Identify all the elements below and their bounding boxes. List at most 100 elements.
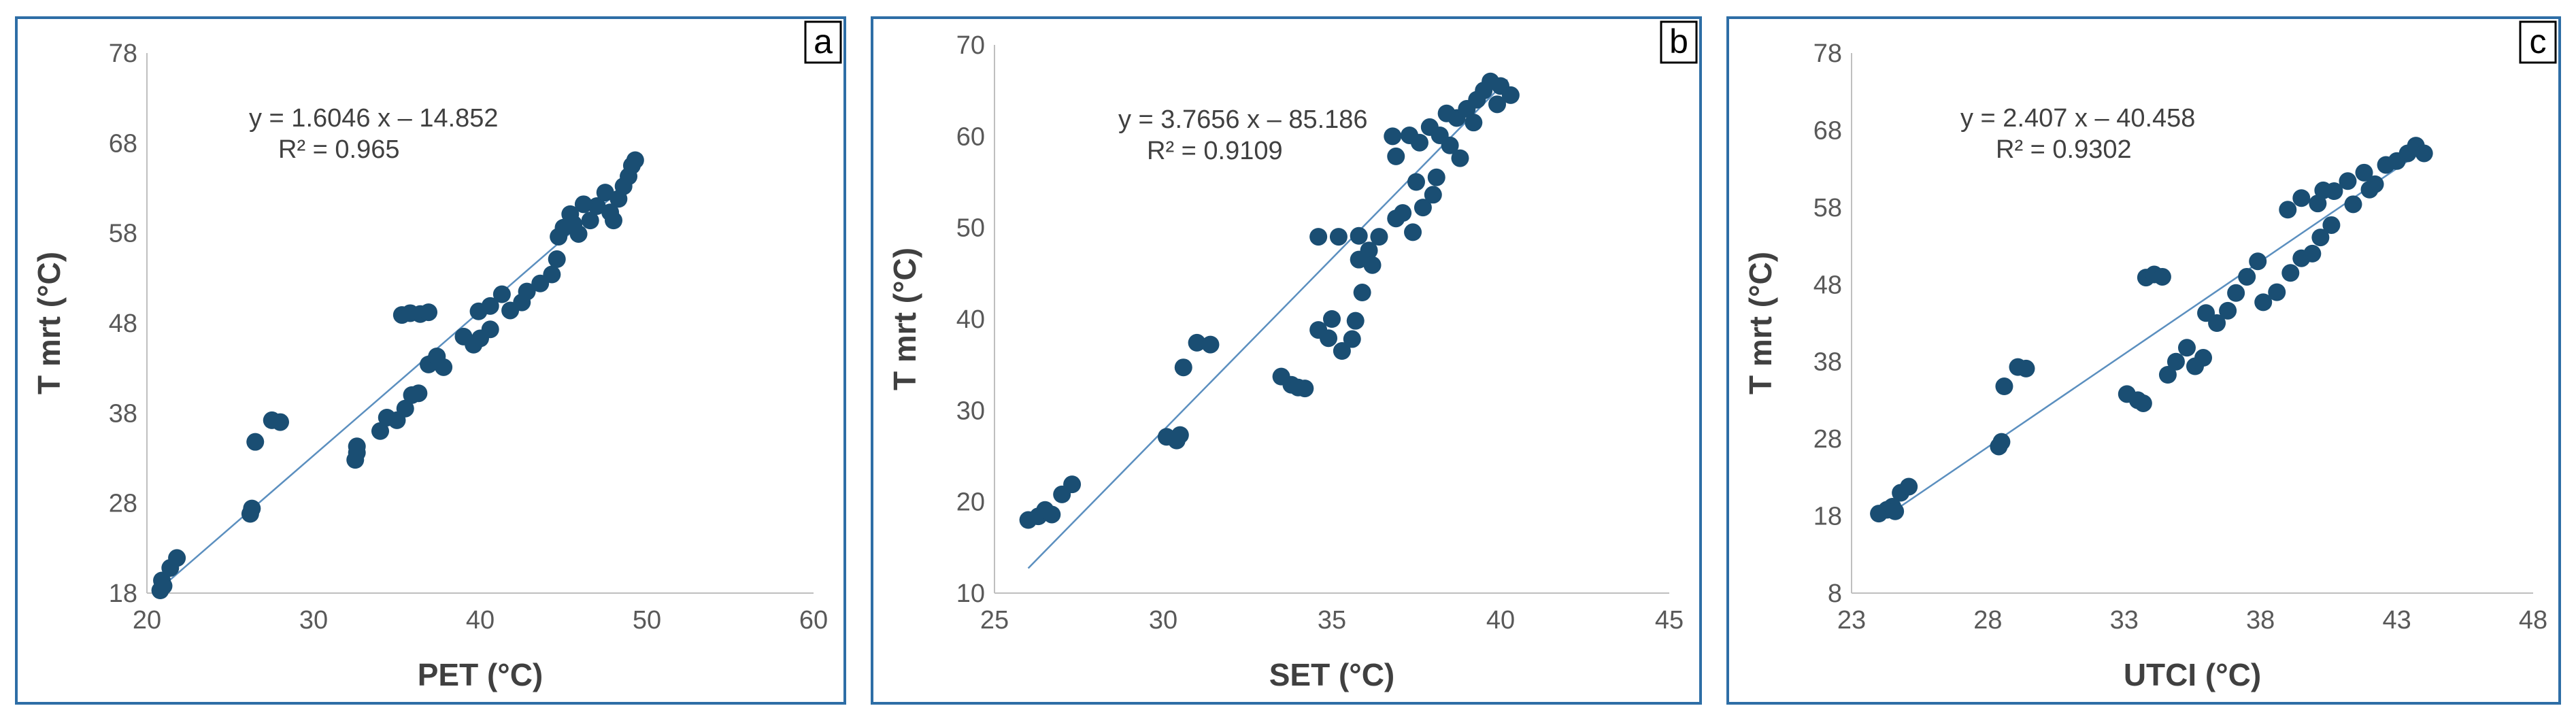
x-tick-label: 45 bbox=[1655, 606, 1684, 635]
data-point bbox=[492, 285, 511, 303]
data-point bbox=[2314, 181, 2332, 199]
data-point bbox=[2322, 216, 2341, 234]
y-tick-label: 10 bbox=[956, 579, 985, 608]
x-tick-label: 28 bbox=[1973, 606, 2002, 635]
x-tick-label: 60 bbox=[799, 606, 828, 635]
r-squared-label: R² = 0.9109 bbox=[1147, 137, 1283, 165]
x-tick-label: 20 bbox=[133, 606, 161, 635]
data-point bbox=[1329, 228, 1348, 246]
data-point bbox=[2311, 229, 2330, 247]
chart-b: 25 30 35 40 45 10 20 30 40 50 60 70 y = 3.7656 x – 8… bbox=[887, 20, 1698, 692]
data-point bbox=[420, 303, 438, 322]
data-point bbox=[2134, 394, 2152, 412]
data-point bbox=[153, 571, 171, 590]
y-tick-label: 8 bbox=[1828, 579, 1842, 608]
data-point bbox=[1488, 95, 1507, 114]
data-point bbox=[1201, 335, 1220, 354]
data-point bbox=[2167, 352, 2185, 371]
data-point bbox=[2227, 284, 2245, 302]
data-point bbox=[1063, 475, 1082, 494]
data-point bbox=[1320, 329, 1338, 348]
trendline bbox=[1878, 149, 2425, 522]
data-point bbox=[481, 320, 499, 339]
y-tick-label: 40 bbox=[956, 305, 985, 334]
y-tick-label: 28 bbox=[109, 490, 137, 518]
y-tick-label: 68 bbox=[109, 129, 137, 158]
data-point bbox=[2153, 267, 2171, 286]
data-point bbox=[2360, 180, 2379, 199]
data-point bbox=[1424, 186, 1442, 204]
data-point bbox=[1188, 333, 1206, 352]
panel-label-box bbox=[1660, 20, 1698, 64]
data-point bbox=[2177, 339, 2196, 357]
data-point bbox=[1437, 104, 1456, 122]
x-tick-label: 40 bbox=[1486, 606, 1515, 635]
data-point bbox=[2254, 293, 2273, 312]
data-point bbox=[2238, 267, 2256, 286]
data-point bbox=[1441, 136, 1459, 154]
data-point bbox=[1465, 114, 1483, 132]
y-tick-label: 70 bbox=[956, 31, 985, 60]
data-point bbox=[1404, 223, 1422, 241]
data-point bbox=[574, 195, 592, 214]
y-tick-label: 50 bbox=[956, 214, 985, 243]
data-point bbox=[246, 433, 265, 451]
data-point bbox=[581, 212, 599, 230]
x-axis-title: UTCI (°C) bbox=[2124, 657, 2261, 692]
data-point bbox=[2158, 365, 2177, 384]
y-tick-label: 18 bbox=[1813, 503, 1842, 531]
panel-label: b bbox=[1669, 22, 1688, 61]
data-point bbox=[243, 499, 261, 518]
x-tick-label: 25 bbox=[980, 606, 1009, 635]
x-tick-label: 40 bbox=[466, 606, 495, 635]
x-tick-label: 23 bbox=[1837, 606, 1866, 635]
y-tick-label: 20 bbox=[956, 488, 985, 517]
data-point bbox=[2303, 244, 2322, 263]
data-point bbox=[1333, 342, 1351, 360]
data-point bbox=[588, 197, 606, 215]
data-point bbox=[2344, 195, 2362, 214]
trendline bbox=[1027, 79, 1508, 569]
data-point bbox=[605, 212, 622, 230]
panel-label-box bbox=[2519, 20, 2557, 64]
x-tick-label: 43 bbox=[2382, 606, 2411, 635]
data-point bbox=[1886, 502, 1905, 520]
trendline-equation: y = 3.7656 x – 85.186 bbox=[1118, 105, 1368, 134]
data-point bbox=[1323, 310, 1341, 328]
x-tick-label: 30 bbox=[299, 606, 328, 635]
data-point bbox=[1346, 312, 1365, 330]
y-tick-label: 48 bbox=[1813, 271, 1842, 299]
data-point bbox=[409, 384, 428, 403]
x-axis-title: PET (°C) bbox=[418, 657, 543, 692]
y-tick-label: 78 bbox=[109, 39, 137, 68]
panel-label-box bbox=[804, 20, 842, 64]
data-point bbox=[1174, 358, 1192, 377]
y-tick-label: 48 bbox=[109, 309, 137, 338]
data-point bbox=[2355, 163, 2373, 182]
data-point bbox=[1360, 241, 1378, 260]
data-point bbox=[565, 215, 583, 233]
data-point bbox=[596, 184, 614, 202]
data-point bbox=[2219, 301, 2237, 320]
data-point bbox=[2249, 252, 2267, 271]
y-tick-label: 78 bbox=[1813, 39, 1842, 68]
y-axis-title: T mrt (°C) bbox=[887, 248, 922, 390]
data-point bbox=[626, 151, 644, 169]
data-point bbox=[435, 358, 453, 376]
y-tick-label: 58 bbox=[1813, 194, 1842, 222]
x-axis-title: SET (°C) bbox=[1269, 657, 1395, 692]
data-point bbox=[518, 282, 536, 301]
data-point bbox=[543, 265, 561, 284]
panel-label: a bbox=[814, 22, 833, 61]
data-point bbox=[2268, 283, 2286, 301]
chart-c: 23 28 33 38 43 48 8 18 28 38 48 58 68 78 y = 2.407 x –… bbox=[1743, 20, 2557, 692]
data-point bbox=[396, 399, 414, 418]
data-point bbox=[1407, 173, 1425, 191]
x-tick-label: 35 bbox=[1318, 606, 1346, 635]
x-tick-label: 33 bbox=[2110, 606, 2139, 635]
trendline-equation: y = 1.6046 x – 14.852 bbox=[249, 104, 499, 133]
data-point bbox=[271, 413, 289, 431]
y-tick-label: 38 bbox=[109, 399, 137, 428]
y-tick-label: 68 bbox=[1813, 116, 1842, 145]
panel-c: 23 28 33 38 43 48 8 18 28 38 48 58 68 78 y = 2.407 x –… bbox=[1726, 16, 2561, 705]
